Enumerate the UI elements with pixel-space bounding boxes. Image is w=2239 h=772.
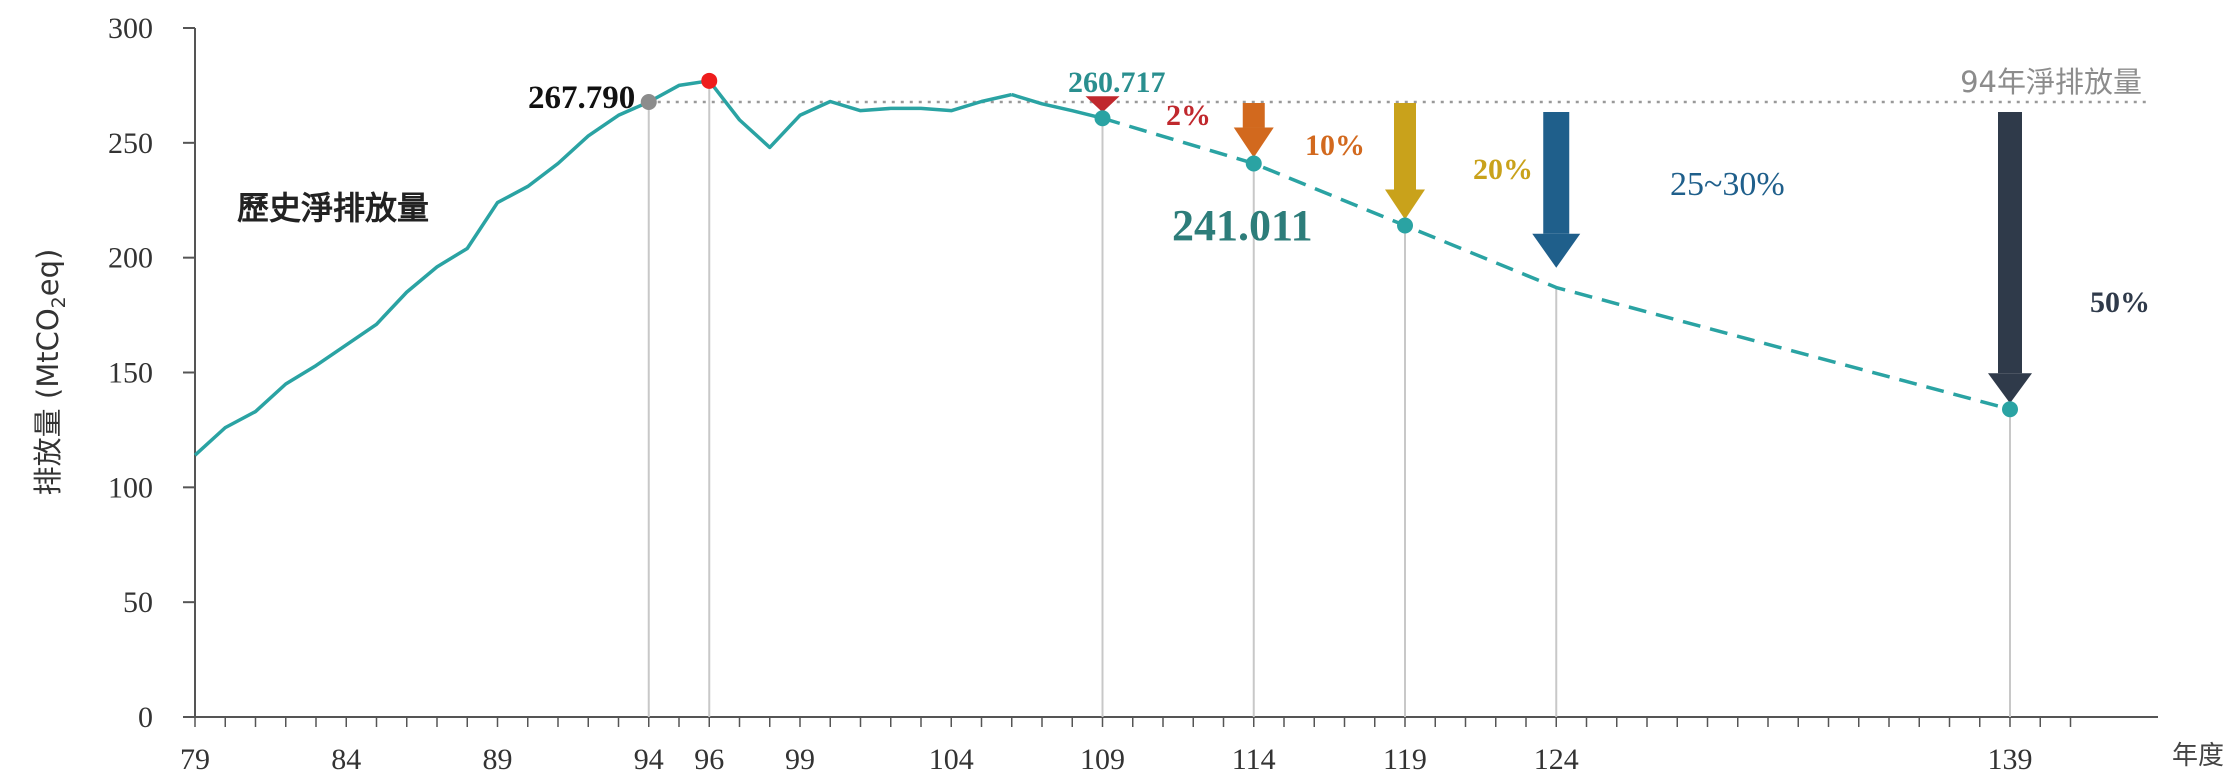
reduction-arrow-label: 20% [1473,153,1533,186]
reduction-arrow-head [1532,233,1581,268]
reduction-arrow-label: 10% [1305,129,1365,162]
x-tick-label: 124 [1534,743,1579,772]
y-tick-label: 200 [108,242,153,275]
x-tick-label: 79 [180,743,210,772]
y-tick-label: 50 [123,586,153,619]
y-axis-title: 排放量 (MtCO2eq) [31,249,70,496]
x-tick-label: 99 [785,743,815,772]
x-tick-label: 94 [634,743,664,772]
y-tick-label: 0 [138,701,153,734]
reduction-arrow-label: 50% [2090,286,2150,319]
reduction-arrow-head [1385,189,1425,220]
x-axis-ticks: 79 84 89 94 96 99 104 109 114 119 124 139 [180,717,2072,772]
x-tick-label: 96 [694,743,724,772]
x-tick-label: 114 [1232,743,1276,772]
data-point [1397,217,1413,234]
reduction-arrow-label: 25~30% [1670,166,1785,203]
y-axis-title-subscript: 2 [48,296,70,308]
y-tick-label: 300 [108,12,153,45]
x-tick-label: 139 [1988,743,2033,772]
value-114-label: 241.011 [1172,201,1313,250]
data-point [1094,110,1111,127]
y-tick-label: 150 [108,357,153,390]
x-axis-title: 年度 [2172,741,2224,771]
y-axis-ticks: 0 50 100 150 200 250 300 [108,12,195,734]
reduction-arrow-shaft [1543,112,1570,234]
x-tick-label: 89 [483,743,513,772]
data-point [2002,401,2018,418]
data-point [701,72,718,89]
data-point [1245,155,1262,172]
x-tick-label: 84 [331,743,361,772]
x-tick-label: 104 [929,743,974,772]
reduction-arrows: 2% 10% 20% 25~30% 50% [1085,96,2150,404]
y-axis-title-tail: eq) [31,249,65,297]
reduction-arrow-shaft [1242,103,1265,128]
reduction-arrow-shaft [1394,103,1416,190]
reduction-arrow-label: 2% [1166,99,1211,132]
x-tick-label: 119 [1383,743,1427,772]
reduction-arrow-head [1988,373,2032,404]
y-axis-title-main: 排放量 (MtCO [31,308,65,495]
x-tick-label: 109 [1080,743,1125,772]
highlight-points [640,72,2018,418]
reduction-arrow-head [1233,127,1274,158]
base-value-label: 267.790 [528,80,635,116]
historical-emissions-line [193,79,1013,457]
vertical-guides [647,80,2011,717]
value-109-label: 260.717 [1068,66,1166,99]
reference-line-label: 94年淨排放量 [1960,65,2142,99]
connector-line [1011,92,1103,120]
y-tick-label: 100 [108,471,153,504]
reduction-arrow-head [1085,96,1120,113]
y-tick-label: 250 [108,127,153,160]
data-point [640,93,657,110]
reduction-arrow-shaft [1998,112,2022,374]
series-label: 歷史淨排放量 [237,189,429,227]
